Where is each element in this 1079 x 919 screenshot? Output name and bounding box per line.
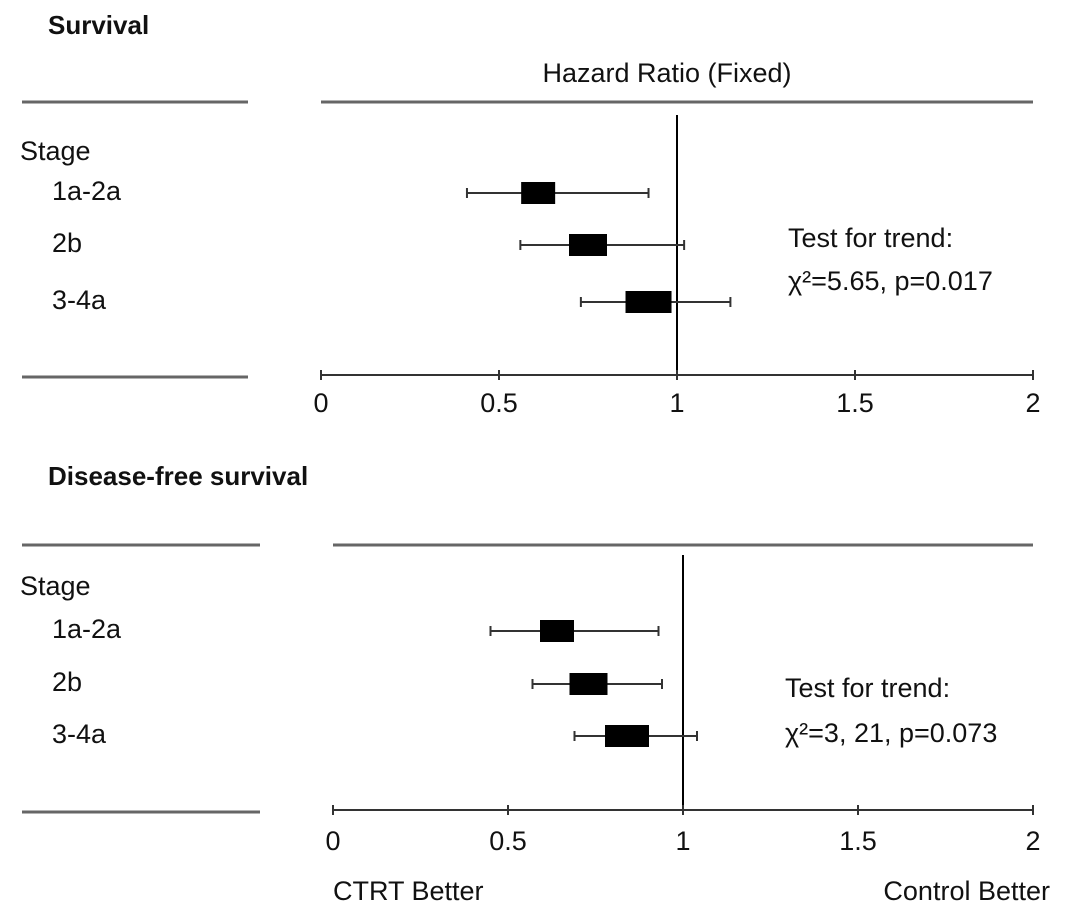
panel-title: Survival <box>48 10 149 40</box>
annotation: Test for trend: <box>788 223 953 253</box>
x-tick-label: 0.5 <box>480 388 518 418</box>
estimate-box <box>569 234 607 256</box>
estimate-box <box>625 291 672 313</box>
category-label: 2b <box>52 667 82 697</box>
estimate-box <box>521 182 556 204</box>
estimate-box <box>569 673 608 695</box>
category-label: 1a-2a <box>52 176 122 206</box>
x-tick-label: 2 <box>1025 826 1040 856</box>
x-tick-label: 2 <box>1025 388 1040 418</box>
category-label: 2b <box>52 228 82 258</box>
x-tick-label: 0 <box>313 388 328 418</box>
category-label: 3-4a <box>52 285 107 315</box>
x-tick-label: 1.5 <box>839 826 877 856</box>
x-label: CTRT Better <box>333 876 484 906</box>
category-label: 1a-2a <box>52 614 122 644</box>
annotation: Test for trend: <box>785 673 950 703</box>
annotation: χ²=5.65, p=0.017 <box>788 266 993 296</box>
estimate-box <box>605 725 649 747</box>
x-tick-label: 0.5 <box>489 826 527 856</box>
x-tick-label: 1.5 <box>836 388 874 418</box>
annotation: χ²=3, 21, p=0.073 <box>785 718 997 748</box>
group-label: Stage <box>20 571 91 601</box>
x-tick-label: 0 <box>325 826 340 856</box>
x-tick-label: 1 <box>669 388 684 418</box>
x-tick-label: 1 <box>675 826 690 856</box>
header: Hazard Ratio (Fixed) <box>542 58 791 88</box>
panel-title: Disease-free survival <box>48 461 308 491</box>
x-label: Control Better <box>883 876 1050 906</box>
group-label: Stage <box>20 136 91 166</box>
estimate-box <box>540 620 574 642</box>
category-label: 3-4a <box>52 719 107 749</box>
